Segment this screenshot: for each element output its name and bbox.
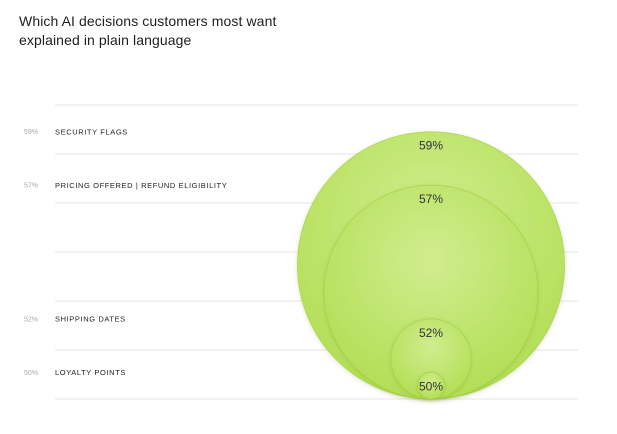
category-label: LOYALTY POINTS — [55, 368, 126, 377]
category-label: PRICING OFFERED | REFUND ELIGIBILITY — [55, 181, 227, 190]
bubble-4 — [417, 371, 445, 400]
bubble-value-label: 59% — [419, 139, 443, 153]
chart-title: Which AI decisions customers most want e… — [19, 13, 277, 48]
axis-value-label: 57% — [24, 183, 38, 190]
bubble-value-label: 52% — [419, 326, 443, 340]
bubble-value-label: 50% — [419, 379, 443, 393]
bubble-value-label: 57% — [419, 192, 443, 206]
bubbles: 59% 57% 52% 50% — [297, 131, 565, 400]
axis-value-label: 59% — [24, 129, 38, 136]
category-label: SECURITY FLAGS — [55, 127, 128, 136]
axis-value-label: 52% — [24, 316, 38, 323]
axis-labels: 59% SECURITY FLAGS 57% PRICING OFFERED | RE… — [24, 127, 227, 377]
category-label: SHIPPING DATES — [55, 315, 126, 324]
axis-value-label: 50% — [24, 370, 38, 377]
